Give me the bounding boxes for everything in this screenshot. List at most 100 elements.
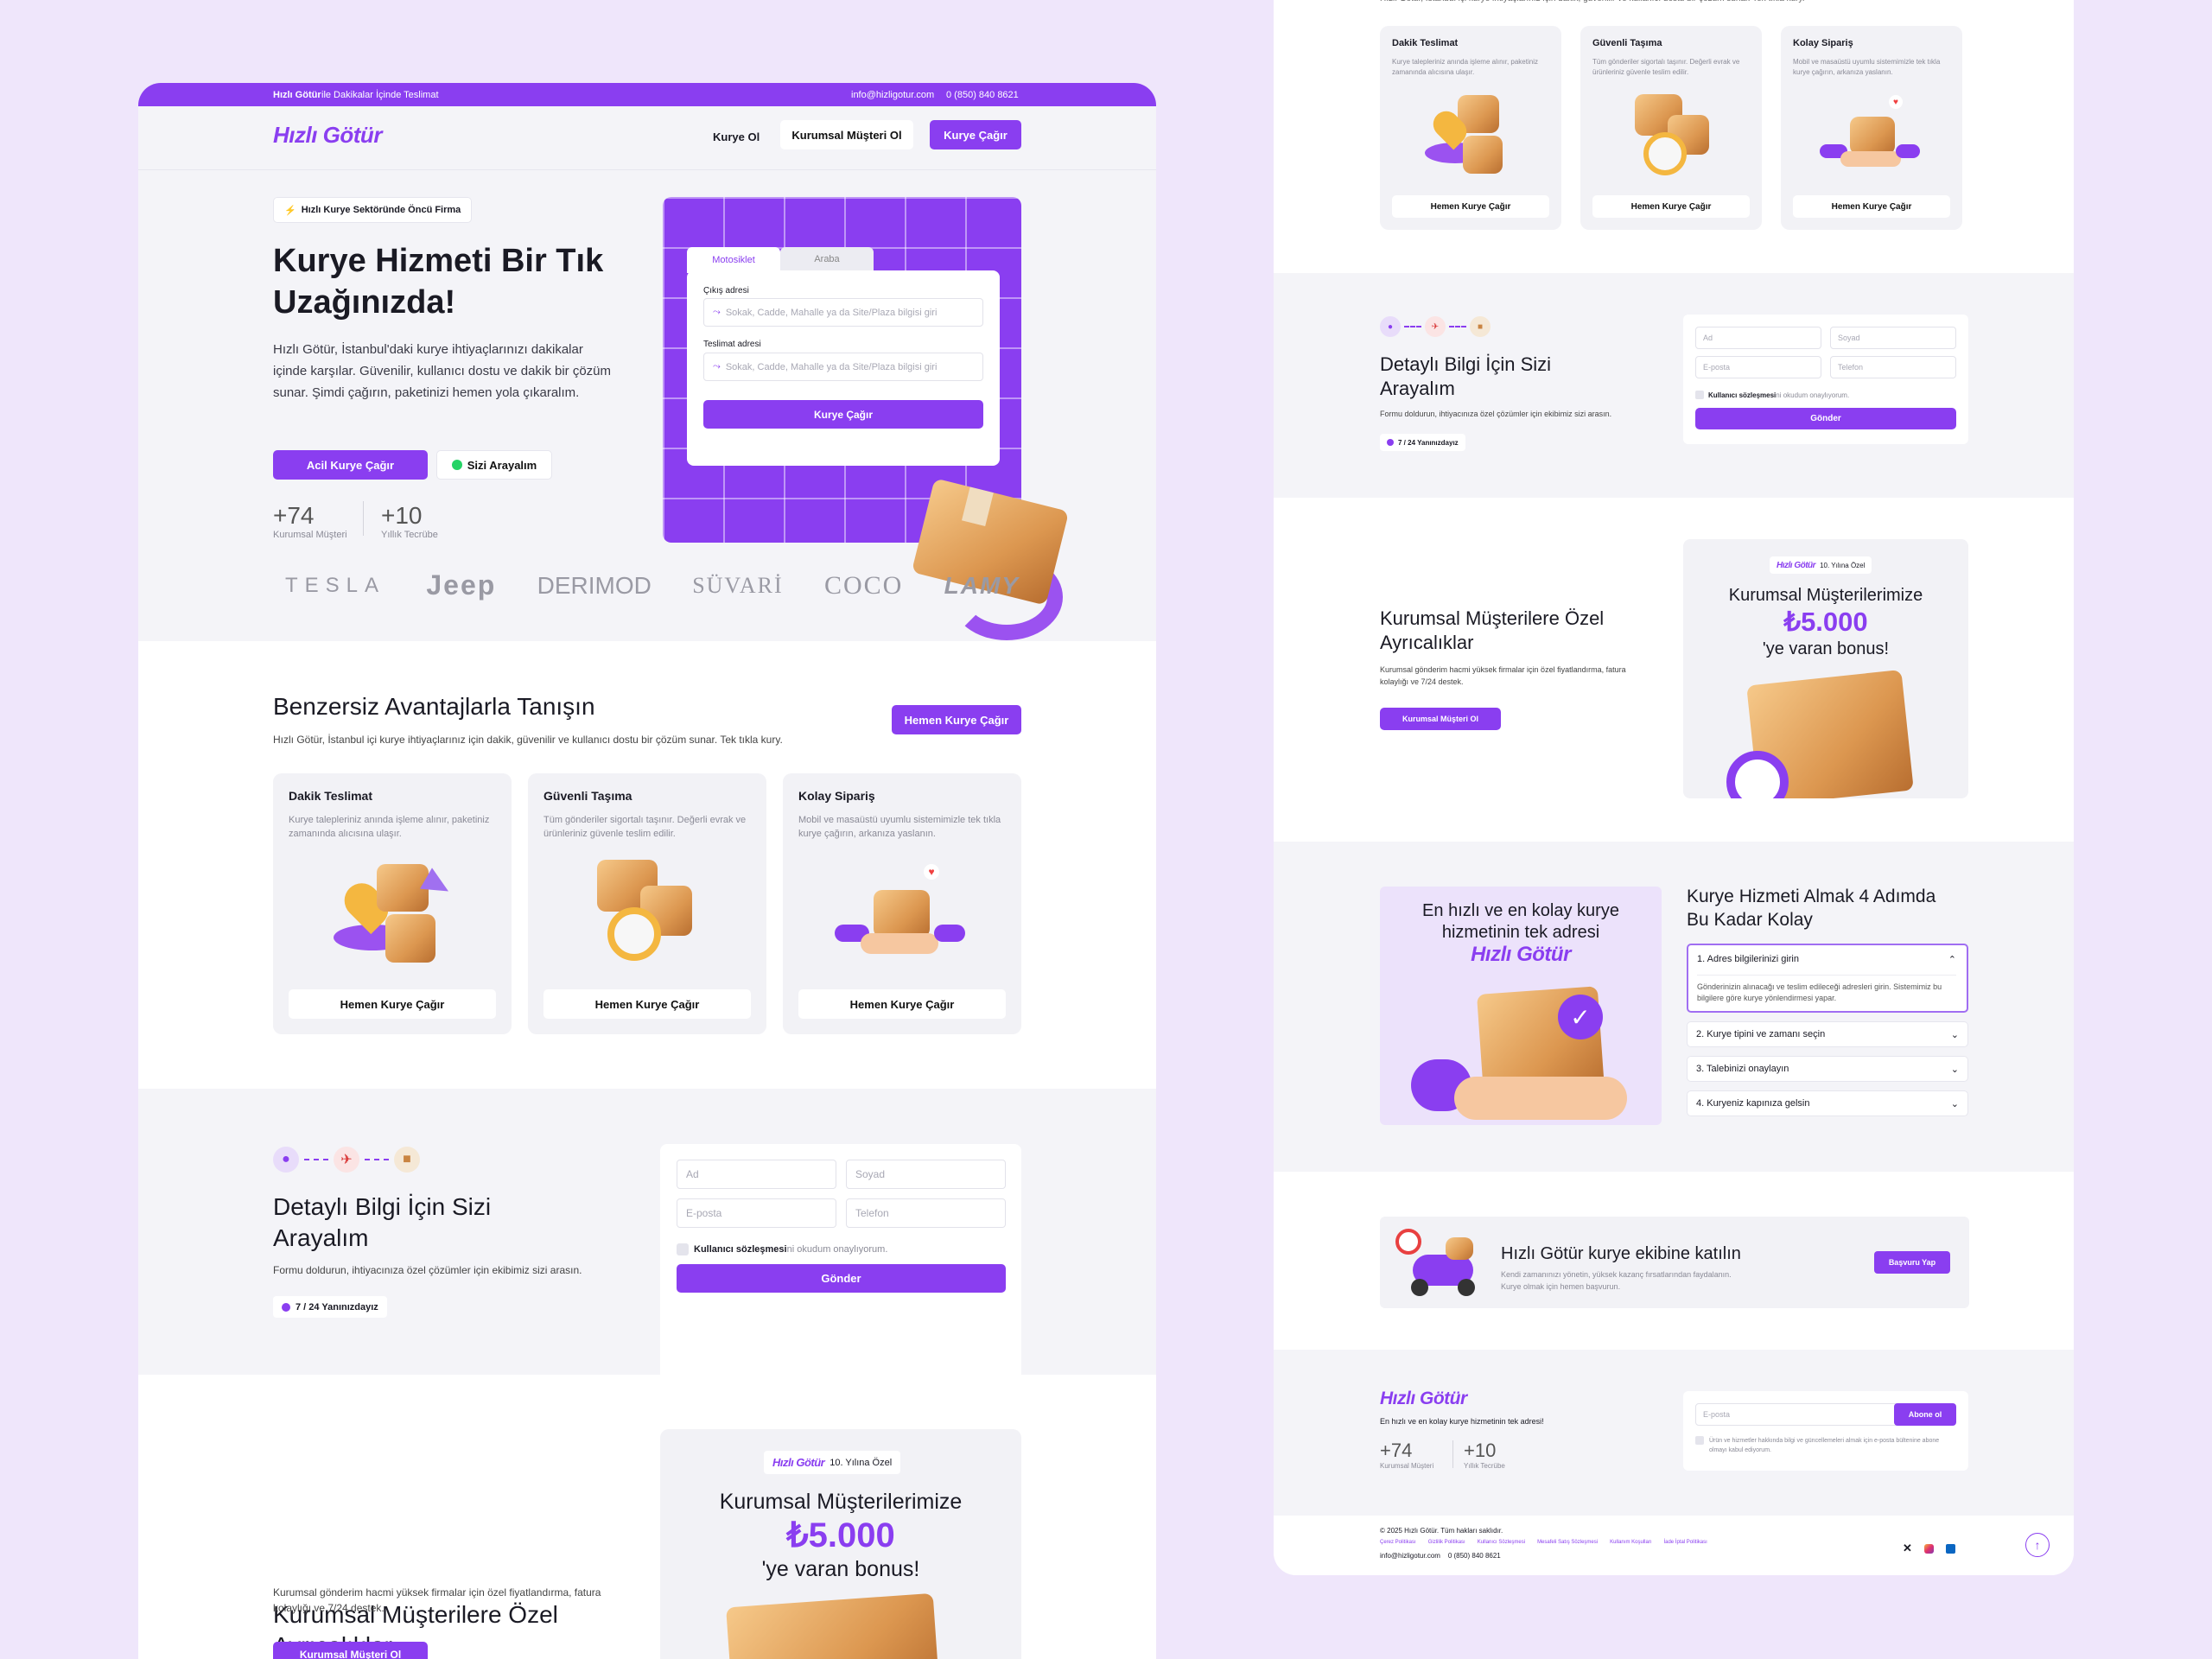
footer-link[interactable]: Kullanım Koşulları: [1610, 1540, 1652, 1545]
stat-value: +10: [381, 502, 423, 529]
contact-form: Ad Soyad E-posta Telefon Kullanıcı sözle…: [660, 1144, 1021, 1395]
brand-lamy: LAMY: [944, 571, 1020, 599]
brand-suvari: SÜVARİ: [692, 572, 784, 598]
corporate-promo-card: Hızlı Götür 10. Yılına Özel Kurumsal Müş…: [660, 1429, 1021, 1659]
card-cta-button[interactable]: Hemen Kurye Çağır: [798, 989, 1006, 1019]
location-package-illustration: [1425, 91, 1520, 177]
first-name-input[interactable]: Ad: [1695, 327, 1821, 349]
step-accordion-item-open[interactable]: 1. Adres bilgilerinizi girin ⌃ Gönderini…: [1687, 944, 1968, 1013]
corporate-cta-button[interactable]: Kurumsal Müşteri Ol: [273, 1642, 428, 1659]
delivery-input[interactable]: ⤳ Sokak, Cadde, Mahalle ya da Site/Plaza…: [703, 353, 983, 381]
hero-title-line1: Kurye Hizmeti Bir Tık: [273, 243, 604, 279]
phone-input[interactable]: Telefon: [846, 1198, 1006, 1228]
step-accordion-item[interactable]: 2. Kurye tipini ve zamanı seçin ⌄: [1687, 1021, 1968, 1047]
pickup-input[interactable]: ⤳ Sokak, Cadde, Mahalle ya da Site/Plaza…: [703, 298, 983, 327]
step-description: Gönderinizin alınacağı ve teslim edilece…: [1697, 982, 1942, 1002]
brand-logos: TESLA Jeep DERIMOD SÜVARİ COCO LAMY: [285, 569, 1020, 601]
stat-label: Kurumsal Müşteri: [273, 530, 347, 540]
consent-checkbox[interactable]: [1695, 1436, 1704, 1445]
topbar-tagline: ile Dakikalar İçinde Teslimat: [321, 90, 439, 100]
r-advantage-card: Dakik Teslimat Kurye talepleriniz anında…: [1380, 26, 1561, 230]
card-cta-button[interactable]: Hemen Kurye Çağır: [289, 989, 496, 1019]
footer-link[interactable]: Mesafeli Satış Sözleşmesi: [1537, 1540, 1599, 1545]
x-icon[interactable]: ✕: [1903, 1541, 1912, 1554]
join-apply-button[interactable]: Başvuru Yap: [1874, 1251, 1950, 1274]
stat-label: Kurumsal Müşteri: [1380, 1462, 1434, 1470]
agreement-link[interactable]: Kullanıcı sözleşmesi: [694, 1244, 787, 1255]
promo-amount: ₺5.000: [1783, 607, 1868, 637]
footer-link[interactable]: İade İptal Politikası: [1663, 1540, 1707, 1545]
package-icon: ■: [1470, 316, 1491, 337]
footer-link[interactable]: Gizlilik Politikası: [1427, 1540, 1465, 1545]
hand-package-illustration: ♥: [1820, 91, 1928, 177]
agreement-checkbox[interactable]: [1695, 391, 1704, 399]
subscribe-button[interactable]: Abone ol: [1894, 1403, 1956, 1426]
last-name-input[interactable]: Soyad: [1830, 327, 1956, 349]
card-cta-button[interactable]: Hemen Kurye Çağır: [1592, 195, 1750, 218]
step-accordion-item[interactable]: 4. Kuryeniz kapınıza gelsin ⌄: [1687, 1090, 1968, 1116]
footer-logo[interactable]: Hızlı Götür: [1380, 1389, 1467, 1408]
agreement-checkbox[interactable]: [677, 1243, 689, 1255]
agreement-link[interactable]: Kullanıcı sözleşmesi: [1708, 391, 1777, 399]
advantages-cta-button[interactable]: Hemen Kurye Çağır: [892, 705, 1021, 734]
corporate-promo-card: Hızlı Götür 10. Yılına Özel Kurumsal Müş…: [1683, 539, 1968, 798]
footer-link[interactable]: Kullanıcı Sözleşmesi: [1477, 1540, 1526, 1545]
hero-primary-button[interactable]: Acil Kurye Çağır: [273, 450, 428, 480]
topbar-phone[interactable]: 0 (850) 840 8621: [946, 90, 1019, 100]
hero-description: Hızlı Götür, İstanbul'daki kurye ihtiyaç…: [273, 342, 612, 400]
agreement-text: ni okudum onaylıyorum.: [1776, 391, 1850, 399]
steps-banner: En hızlı ve en kolay kurye hizmetinin te…: [1380, 887, 1662, 1125]
contact-submit-button[interactable]: Gönder: [1695, 408, 1956, 429]
nav-kurumsal-button[interactable]: Kurumsal Müşteri Ol: [780, 120, 913, 149]
join-description: Kendi zamanınızı yönetin, yüksek kazanç …: [1501, 1268, 1732, 1293]
first-name-input[interactable]: Ad: [677, 1160, 836, 1189]
steps-title-line1: Kurye Hizmeti Almak 4 Adımda: [1687, 887, 1936, 906]
email-input[interactable]: E-posta: [677, 1198, 836, 1228]
contact-submit-button[interactable]: Gönder: [677, 1264, 1006, 1293]
tab-araba[interactable]: Araba: [780, 247, 874, 270]
stat-value: +74: [1380, 1440, 1413, 1461]
hero-stat-customers: +74 Kurumsal Müşteri: [273, 502, 347, 540]
footer-links: Çerez Politikası Gizlilik Politikası Kul…: [1380, 1540, 1707, 1545]
nav-kurye-ol[interactable]: Kurye Ol: [713, 130, 760, 143]
last-name-input[interactable]: Soyad: [846, 1160, 1006, 1189]
agreement-text: ni okudum onaylıyorum.: [786, 1244, 888, 1255]
hero-badge: ⚡ Hızlı Kurye Sektöründe Öncü Firma: [273, 197, 473, 223]
card-description: Tüm gönderiler sigortalı taşınır. Değerl…: [543, 815, 747, 839]
route-icon: ⤳: [713, 361, 721, 372]
promo-line1: Kurumsal Müşterilerimize: [719, 1490, 963, 1514]
contact-description: Formu doldurun, ihtiyacınıza özel çözüml…: [1380, 410, 1612, 418]
linkedin-icon[interactable]: [1945, 1543, 1955, 1554]
newsletter-email-input[interactable]: E-posta: [1695, 1403, 1903, 1426]
steps-title: Kurye Hizmeti Almak 4 Adımda Bu Kadar Ko…: [1687, 885, 1936, 931]
consent-row: Ürün ve hizmetler hakkında bilgi ve günc…: [1695, 1436, 1956, 1455]
step-accordion-item[interactable]: 3. Talebinizi onaylayın ⌄: [1687, 1056, 1968, 1082]
card-title: Kolay Sipariş: [1793, 38, 1853, 48]
instagram-icon[interactable]: [1923, 1543, 1934, 1554]
footer-link[interactable]: Çerez Politikası: [1380, 1540, 1416, 1545]
clock-icon: [282, 1302, 290, 1312]
phone-input[interactable]: Telefon: [1830, 356, 1956, 378]
hero-call-button[interactable]: Sizi Arayalım: [436, 450, 552, 480]
nav-cta-button[interactable]: Kurye Çağır: [930, 120, 1021, 149]
scroll-top-icon[interactable]: ↑: [2025, 1533, 2050, 1557]
r-advantages-section: Hızlı Götür, İstanbul içi kurye ihtiyaçl…: [1274, 0, 2074, 273]
corporate-cta-button[interactable]: Kurumsal Müşteri Ol: [1380, 708, 1501, 730]
advantages-section: Benzersiz Avantajlarla Tanışın Hızlı Göt…: [138, 641, 1156, 1089]
chevron-down-icon: ⌄: [1950, 1098, 1959, 1109]
form-submit-button[interactable]: Kurye Çağır: [703, 400, 983, 429]
corporate-description: Kurumsal gönderim hacmi yüksek firmalar …: [1380, 665, 1626, 686]
promo-line2: 'ye varan bonus!: [1762, 639, 1890, 658]
card-cta-button[interactable]: Hemen Kurye Çağır: [1793, 195, 1950, 218]
contact-steps-icons: ● ✈ ■: [273, 1147, 420, 1173]
card-title: Güvenli Taşıma: [543, 789, 632, 803]
tab-motosiklet[interactable]: Motosiklet: [687, 247, 780, 273]
topbar-email[interactable]: info@hizligotur.com: [851, 90, 935, 100]
newsletter-form: E-posta Abone ol Ürün ve hizmetler hakkı…: [1683, 1391, 1968, 1471]
card-cta-button[interactable]: Hemen Kurye Çağır: [1392, 195, 1549, 218]
card-cta-button[interactable]: Hemen Kurye Çağır: [543, 989, 751, 1019]
logo[interactable]: Hızlı Götür: [273, 122, 382, 148]
steps-title-line2: Bu Kadar Kolay: [1687, 910, 1813, 930]
hero-stat-experience: +10 Yıllık Tecrübe: [381, 502, 438, 540]
email-input[interactable]: E-posta: [1695, 356, 1821, 378]
